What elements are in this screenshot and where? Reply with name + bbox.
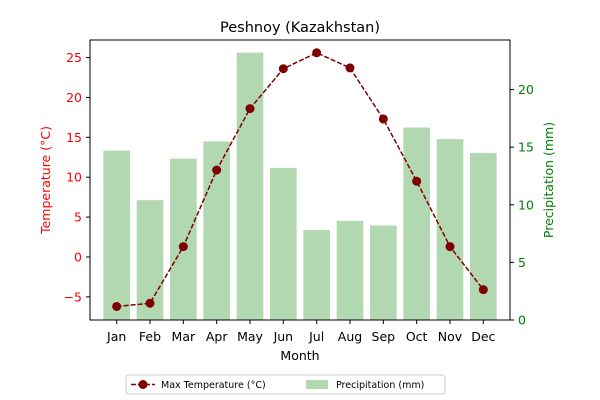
- x-axis-label: Month: [280, 348, 319, 363]
- temp-point-feb: [145, 298, 155, 308]
- right-tick-label: 0: [518, 313, 526, 328]
- precip-bar-may: [236, 52, 264, 320]
- left-tick-label: 0: [74, 249, 82, 264]
- x-tick-label-jun: Jun: [273, 329, 294, 344]
- legend-label-temperature: Max Temperature (°C): [161, 380, 266, 391]
- temp-point-nov: [445, 242, 455, 252]
- precip-bar-aug: [336, 220, 364, 320]
- temp-point-mar: [178, 242, 188, 252]
- right-tick-label: 15: [518, 140, 534, 155]
- precip-bar-jan: [103, 150, 130, 320]
- left-tick-label: 5: [74, 210, 82, 225]
- temp-point-apr: [212, 165, 222, 175]
- precipitation-axis: 0 5 10 15 20: [510, 82, 534, 328]
- temp-point-may: [245, 104, 255, 114]
- right-tick-label: 20: [518, 82, 534, 97]
- legend: Max Temperature (°C) Precipitation (mm): [125, 374, 446, 395]
- temp-point-dec: [478, 285, 488, 295]
- x-tick-label-jan: Jan: [106, 329, 126, 344]
- x-tick-label-apr: Apr: [206, 329, 228, 344]
- temperature-series-line: [116, 51, 484, 308]
- legend-bar-swatch: [306, 380, 328, 389]
- precip-bar-sep: [370, 225, 397, 320]
- legend-box: [125, 374, 446, 395]
- left-tick-label: 20: [66, 90, 82, 105]
- left-axis-label: Temperature (°C): [38, 126, 53, 235]
- right-axis-label: Precipitation (mm): [541, 122, 556, 238]
- x-tick-label-dec: Dec: [471, 329, 495, 344]
- x-tick-label-feb: Feb: [139, 329, 161, 344]
- left-tick-label: −5: [64, 289, 82, 304]
- temp-point-oct: [412, 176, 422, 186]
- precip-bar-oct: [403, 127, 430, 320]
- chart-title: Peshnoy (Kazakhstan): [220, 20, 380, 36]
- x-axis: Jan Feb Mar Apr May Jun Jul Aug Sep Oct Nov Dec: [106, 320, 496, 344]
- temp-point-jan: [112, 301, 122, 311]
- x-tick-label-may: May: [237, 329, 263, 344]
- x-tick-label-sep: Sep: [372, 329, 396, 344]
- x-tick-label-nov: Nov: [438, 329, 463, 344]
- precip-bar-jul: [303, 230, 330, 320]
- x-tick-label-aug: Aug: [338, 329, 362, 344]
- precip-bar-mar: [170, 158, 197, 320]
- left-tick-label: 10: [66, 170, 82, 185]
- left-tick-label: 15: [66, 130, 82, 145]
- right-tick-label: 10: [518, 197, 534, 212]
- right-tick-label: 5: [518, 255, 526, 270]
- left-tick-label: 25: [66, 50, 82, 65]
- legend-line-marker: [138, 380, 148, 389]
- precip-bar-jun: [270, 167, 297, 320]
- temp-point-aug: [345, 63, 355, 73]
- temp-point-sep: [378, 114, 388, 124]
- x-tick-label-jul: Jul: [308, 329, 324, 344]
- plot-frame: [89, 39, 511, 321]
- temperature-axis: −5 0 5 10 15 20 25: [64, 50, 90, 304]
- precipitation-bars: [103, 52, 497, 320]
- temp-point-jun: [278, 64, 288, 74]
- x-tick-label-mar: Mar: [172, 329, 196, 344]
- temp-point-jul: [312, 48, 322, 58]
- temperature-line: [112, 48, 488, 311]
- x-tick-label-oct: Oct: [406, 329, 428, 344]
- legend-label-precipitation: Precipitation (mm): [336, 380, 424, 391]
- precip-bar-dec: [470, 152, 497, 320]
